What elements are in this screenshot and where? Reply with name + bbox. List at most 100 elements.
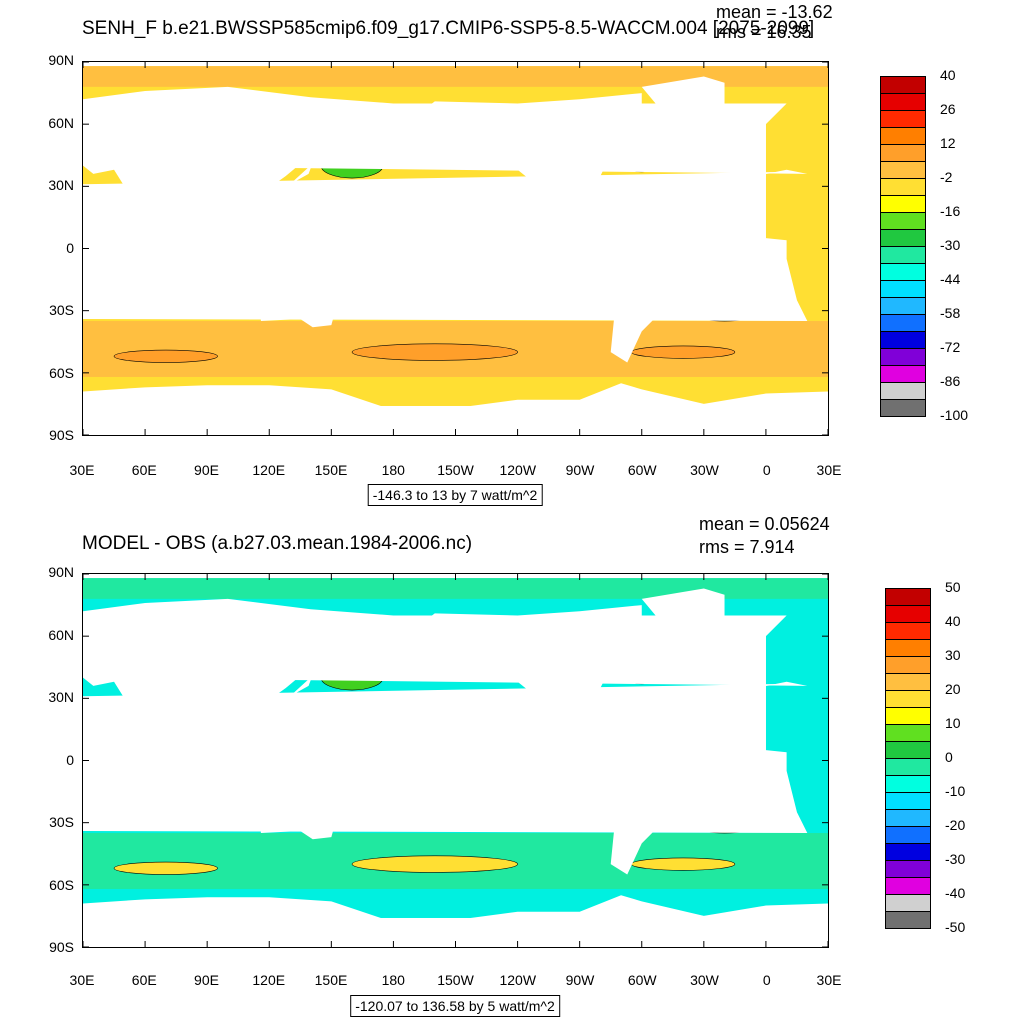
colorbar-swatch: [885, 809, 931, 827]
lon-label: 30E: [816, 462, 842, 478]
rms-label: rms = 7.914: [699, 537, 795, 557]
lat-label: 30N: [48, 177, 74, 193]
field-patch: [351, 343, 518, 361]
colorbar-swatch: [885, 894, 931, 912]
land-mask: [83, 615, 808, 686]
colorbar-label: -10: [945, 783, 966, 799]
map-field: [83, 62, 828, 435]
map-field: [83, 574, 828, 947]
lat-label: 30S: [49, 302, 74, 318]
lat-label: 90S: [49, 427, 74, 443]
land-mask: [83, 683, 808, 834]
colorbar-swatch: [880, 365, 926, 383]
colorbar-swatch: [885, 877, 931, 895]
lat-label: 60N: [48, 626, 74, 643]
colorbar-swatch: [885, 639, 931, 657]
colorbar-label: -44: [940, 271, 961, 287]
colorbar-swatch: [880, 314, 926, 332]
colorbar-swatch: [885, 707, 931, 725]
arctic-band: [83, 578, 828, 599]
colorbar-swatch: [880, 331, 926, 349]
lat-label: 90N: [48, 564, 74, 580]
lon-label: 150W: [437, 972, 474, 988]
colorbar-swatch: [885, 724, 931, 742]
colorbar-label: 40: [945, 613, 961, 629]
colorbar-swatch: [880, 263, 926, 281]
colorbar-label: 26: [940, 101, 956, 117]
colorbar-swatch: [880, 144, 926, 162]
lon-label: 90W: [565, 972, 595, 988]
colorbar-swatch: [885, 588, 931, 606]
colorbar-swatch: [885, 911, 931, 929]
lat-label: 60S: [49, 876, 74, 893]
mean-label: mean = 0.05624: [699, 514, 830, 534]
colorbar-swatch: [880, 161, 926, 179]
colorbar-swatch: [885, 673, 931, 691]
lat-label: 0: [66, 239, 74, 256]
lat-label: 60N: [48, 114, 74, 131]
colorbar-swatch: [880, 246, 926, 264]
colorbar-label: -100: [940, 407, 969, 423]
colorbar-label: -20: [945, 817, 966, 833]
lon-label: 120W: [499, 462, 537, 478]
colorbar-label: -86: [940, 373, 961, 389]
colorbar-swatch: [885, 690, 931, 708]
rms-label: rms = 16.35: [716, 22, 812, 42]
colorbar-swatch: [880, 280, 926, 298]
lon-label: 60E: [131, 462, 157, 478]
mean-label: mean = -13.62: [716, 2, 833, 22]
colorbar-swatch: [880, 110, 926, 128]
panel-title: SENH_F b.e21.BWSSP585cmip6.f09_g17.CMIP6…: [82, 18, 815, 39]
land-mask: [83, 383, 828, 435]
colorbar-swatch: [880, 229, 926, 247]
lon-label: 90E: [194, 462, 219, 478]
colorbar-label: 30: [945, 647, 961, 663]
colorbar-label: -30: [945, 851, 966, 867]
colorbar-label: 0: [945, 749, 953, 765]
lon-label: 150E: [314, 972, 348, 988]
lon-label: 60W: [627, 462, 657, 478]
colorbar-swatch: [880, 382, 926, 400]
lon-label: 0: [762, 462, 771, 478]
colorbar-swatch: [885, 656, 931, 674]
colorbar-label: -2: [940, 169, 953, 185]
lon-label: 150E: [314, 462, 348, 478]
lon-label: 60W: [627, 972, 657, 988]
lon-label: 180: [381, 972, 405, 988]
lon-label: 120W: [499, 972, 537, 988]
colorbar-swatch: [880, 348, 926, 366]
lat-label: 90N: [48, 52, 74, 68]
colorbar-swatch: [885, 860, 931, 878]
colorbar-swatch: [885, 605, 931, 623]
colorbar-label: 12: [940, 135, 956, 151]
field-patch: [113, 349, 218, 363]
land-mask: [730, 685, 766, 751]
lon-label: 90W: [565, 462, 595, 478]
lat-label: 30N: [48, 689, 74, 705]
colorbar-swatch: [880, 93, 926, 111]
field-patch: [631, 345, 736, 359]
lon-label: 120E: [252, 972, 286, 988]
colorbar-swatch: [885, 792, 931, 810]
lon-label: 0: [762, 972, 771, 988]
lon-label: 60E: [131, 972, 157, 988]
colorbar-swatch: [880, 127, 926, 145]
lon-label: 30W: [690, 972, 719, 988]
colorbar-swatch: [885, 758, 931, 776]
lon-label: 120E: [252, 462, 286, 478]
colorbar-label: -30: [940, 237, 961, 253]
colorbar-swatch: [880, 76, 926, 94]
colorbar-label: 40: [940, 67, 956, 83]
colorbar-swatch: [885, 826, 931, 844]
colorbar-swatch: [885, 843, 931, 861]
lon-label: 30W: [690, 462, 719, 478]
land-mask: [83, 103, 808, 174]
lat-label: 30S: [49, 814, 74, 830]
colorbar-label: -50: [945, 919, 966, 935]
colorbar-swatch: [880, 195, 926, 213]
land-mask: [83, 171, 808, 322]
land-mask: [730, 173, 766, 239]
colorbar-swatch: [880, 297, 926, 315]
lat-label: 90S: [49, 939, 74, 955]
contour-info: -120.07 to 136.58 by 5 watt/m^2: [350, 995, 560, 1017]
